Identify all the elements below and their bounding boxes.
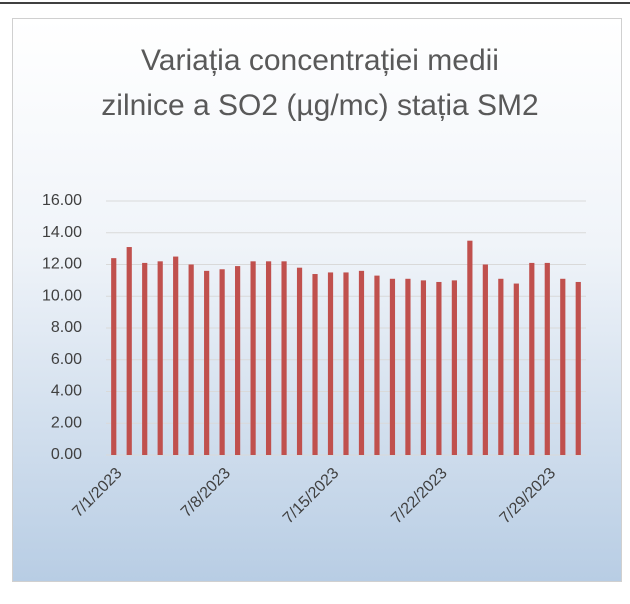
bar xyxy=(281,261,287,455)
y-tick-label: 14.00 xyxy=(42,224,82,241)
bar xyxy=(405,278,411,455)
y-tick-label: 0.00 xyxy=(51,446,82,463)
y-tick-label: 8.00 xyxy=(51,319,82,336)
bar xyxy=(296,267,303,455)
bar xyxy=(513,283,519,455)
bar xyxy=(235,266,241,455)
bar xyxy=(451,280,457,455)
bar xyxy=(575,281,581,455)
y-tick-label: 6.00 xyxy=(51,351,82,368)
bar xyxy=(219,269,225,455)
x-tick-label: 7/29/2023 xyxy=(497,465,559,527)
bar xyxy=(327,272,334,455)
bar xyxy=(544,262,550,455)
bar xyxy=(467,240,473,455)
x-tick-label: 7/22/2023 xyxy=(388,465,450,527)
bar xyxy=(173,256,179,455)
bar xyxy=(250,261,256,455)
chart-title: Variația concentrației medii zilnice a S… xyxy=(101,44,539,122)
bar xyxy=(420,280,427,455)
bar xyxy=(126,247,132,455)
bar xyxy=(111,258,117,455)
y-tick-label: 10.00 xyxy=(42,287,82,304)
bar xyxy=(142,262,148,455)
x-tick-label: 7/1/2023 xyxy=(69,465,125,521)
y-tick-label: 2.00 xyxy=(51,414,82,431)
bar xyxy=(436,281,442,455)
x-tick-label: 7/15/2023 xyxy=(280,465,342,527)
bar xyxy=(529,262,535,455)
bar xyxy=(265,261,272,455)
bar xyxy=(498,278,504,455)
bar xyxy=(343,272,349,455)
y-tick-label: 12.00 xyxy=(42,256,82,273)
bar xyxy=(358,270,365,455)
bar xyxy=(157,261,163,455)
bar xyxy=(482,264,488,455)
y-tick-label: 4.00 xyxy=(51,383,82,400)
bar xyxy=(389,278,396,455)
bar xyxy=(374,275,380,455)
bar xyxy=(560,278,566,455)
bar xyxy=(188,264,194,455)
bar xyxy=(312,274,318,455)
x-tick-label: 7/8/2023 xyxy=(178,465,234,521)
y-tick-label: 16.00 xyxy=(42,192,82,209)
bar xyxy=(204,270,210,455)
